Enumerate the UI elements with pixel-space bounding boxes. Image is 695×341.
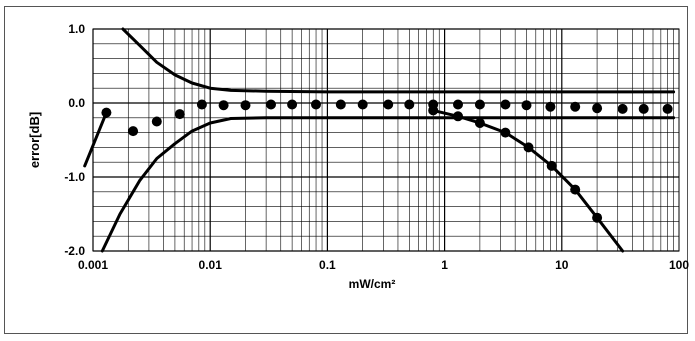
series-line-3 xyxy=(100,116,676,253)
data-point-0 xyxy=(570,101,581,112)
data-point-0 xyxy=(617,103,628,114)
series-layer xyxy=(83,27,676,253)
plot-area xyxy=(92,28,680,252)
y-axis-label: error[dB] xyxy=(27,112,42,168)
x-tick-label: 100 xyxy=(669,258,689,272)
y-tick-label: -2.0 xyxy=(64,244,85,258)
data-point-0 xyxy=(218,100,229,111)
data-point-1 xyxy=(474,118,485,128)
data-point-0 xyxy=(174,109,185,120)
data-point-0 xyxy=(521,100,532,111)
data-point-0 xyxy=(335,99,346,110)
y-tick-label: 1.0 xyxy=(68,22,85,36)
series-line-2 xyxy=(121,27,676,94)
data-point-1 xyxy=(592,212,603,223)
data-point-1 xyxy=(546,160,557,171)
y-tick-label: -1.0 xyxy=(64,170,85,184)
data-point-0 xyxy=(128,126,139,137)
data-point-1 xyxy=(500,127,511,138)
data-point-0 xyxy=(101,107,112,118)
grid-layer xyxy=(92,28,679,252)
data-point-0 xyxy=(383,99,394,110)
tick-layer: 0.001 0.01 0.1 1 10 100 1.0 0.0 -1.0 -2.0 xyxy=(64,22,689,272)
data-point-1 xyxy=(453,111,463,122)
data-point-0 xyxy=(240,100,251,111)
data-point-0 xyxy=(638,103,649,114)
data-point-0 xyxy=(404,99,415,110)
data-point-0 xyxy=(474,99,485,110)
y-tick-label: 0.0 xyxy=(68,96,85,110)
data-point-1 xyxy=(523,142,534,153)
series-line-5 xyxy=(83,111,108,168)
data-point-1 xyxy=(428,105,439,116)
data-point-0 xyxy=(592,103,603,114)
data-point-0 xyxy=(545,101,556,112)
x-tick-label: 0.1 xyxy=(319,258,336,272)
data-point-1 xyxy=(570,184,581,195)
chart-frame: 0.001 0.01 0.1 1 10 100 1.0 0.0 -1.0 -2.0 error[d… xyxy=(4,6,689,334)
error-chart: 0.001 0.01 0.1 1 10 100 1.0 0.0 -1.0 -2.0 error[d… xyxy=(27,22,689,291)
data-point-0 xyxy=(287,99,298,110)
x-tick-label: 0.01 xyxy=(199,258,223,272)
data-point-0 xyxy=(662,103,673,114)
data-point-0 xyxy=(500,99,511,110)
x-tick-label: 10 xyxy=(555,258,569,272)
data-point-0 xyxy=(196,99,207,110)
data-point-0 xyxy=(266,99,276,110)
data-point-0 xyxy=(151,116,162,127)
data-point-0 xyxy=(311,99,321,110)
x-axis-label: mW/cm² xyxy=(349,277,396,291)
data-point-0 xyxy=(453,99,463,110)
x-tick-label: 0.001 xyxy=(78,258,108,272)
x-tick-label: 1 xyxy=(441,258,448,272)
data-point-0 xyxy=(357,99,368,110)
